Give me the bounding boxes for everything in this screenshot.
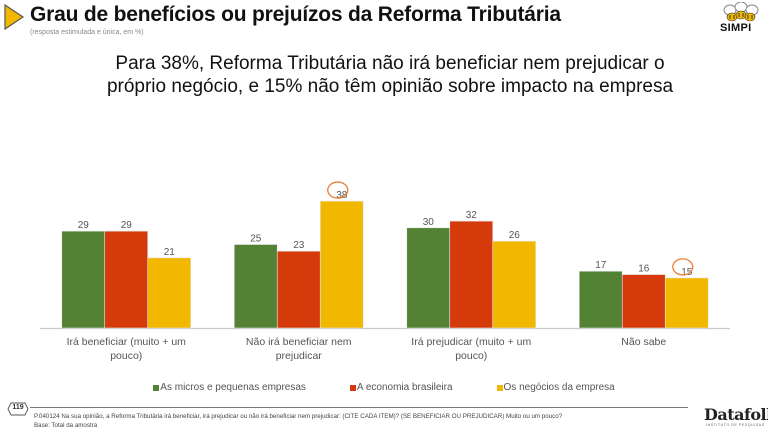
x-tick-label: Não irá beneficiar nem (246, 336, 352, 348)
data-label: 16 (638, 264, 650, 275)
data-label: 26 (509, 230, 521, 241)
bar (104, 230, 149, 329)
x-tick-label: pouco) (110, 350, 142, 362)
headline-line-2: próprio negócio, e 15% não têm opinião s… (106, 76, 674, 97)
data-label: 29 (78, 220, 90, 231)
page-number: 119 (12, 404, 24, 411)
x-tick-label: Irá prejudicar (muito + um (411, 336, 531, 348)
datafolha-logo-subtitle: INSTITUTO DE PESQUISAS (706, 423, 765, 427)
datafolha-logo: Datafolha (704, 405, 768, 424)
bar (492, 240, 537, 329)
x-tick-label: Irá beneficiar (muito + um (67, 336, 187, 348)
bar (319, 200, 364, 329)
simpi-logo-text: SIMPI (720, 22, 752, 34)
data-label: 23 (293, 240, 305, 251)
sample-base: Base: Total da amostra (34, 422, 98, 429)
bar (578, 270, 623, 329)
legend-swatch (349, 384, 356, 391)
data-label: 25 (250, 234, 262, 245)
legend-swatch (496, 384, 503, 391)
x-tick-label: Não sabe (621, 336, 666, 348)
highlight-circle (672, 258, 694, 276)
data-label: 38 (336, 190, 348, 201)
bar (61, 230, 106, 329)
legend-item-brazilian-economy: A economia brasileira (349, 382, 453, 393)
bar (147, 257, 192, 329)
data-label: 30 (423, 217, 435, 228)
legend-label: A economia brasileira (356, 382, 453, 393)
page-number-badge-icon (7, 402, 29, 416)
legend-swatch (153, 384, 160, 391)
bar (233, 244, 278, 329)
legend-item-company-business: Os negócios da empresa (496, 382, 615, 393)
data-label: 32 (466, 210, 478, 221)
chart-legend: As micros e pequenas empresas A economia… (0, 382, 768, 393)
x-tick-label: pouco) (455, 350, 487, 362)
x-tick-label: prejudicar (276, 350, 323, 362)
legend-label: Os negócios da empresa (503, 382, 615, 393)
legend-label: As micros e pequenas empresas (160, 382, 306, 393)
data-label: 17 (595, 260, 607, 271)
bar (276, 250, 321, 329)
footer-divider (30, 407, 688, 408)
bar (449, 220, 494, 329)
page-subtitle: (resposta estimulada e única, em %) (30, 29, 144, 36)
page-title: Grau de benefícios ou prejuízos da Refor… (30, 3, 561, 26)
survey-question: P.040124 Na sua opinião, a Reforma Tribu… (34, 413, 563, 420)
headline: Para 38%, Reforma Tributária não irá ben… (80, 52, 700, 98)
data-label: 21 (164, 247, 176, 258)
bar (406, 227, 451, 329)
data-label: 15 (681, 267, 693, 278)
highlight-circle (327, 181, 349, 199)
simpi-bees-logo-icon (723, 2, 759, 22)
title-arrow-icon (4, 4, 25, 30)
data-label: 29 (121, 220, 133, 231)
headline-line-1: Para 38%, Reforma Tributária não irá ben… (115, 53, 665, 74)
legend-item-micro-small-companies: As micros e pequenas empresas (153, 382, 306, 393)
bar (664, 277, 709, 329)
bar (621, 274, 666, 329)
